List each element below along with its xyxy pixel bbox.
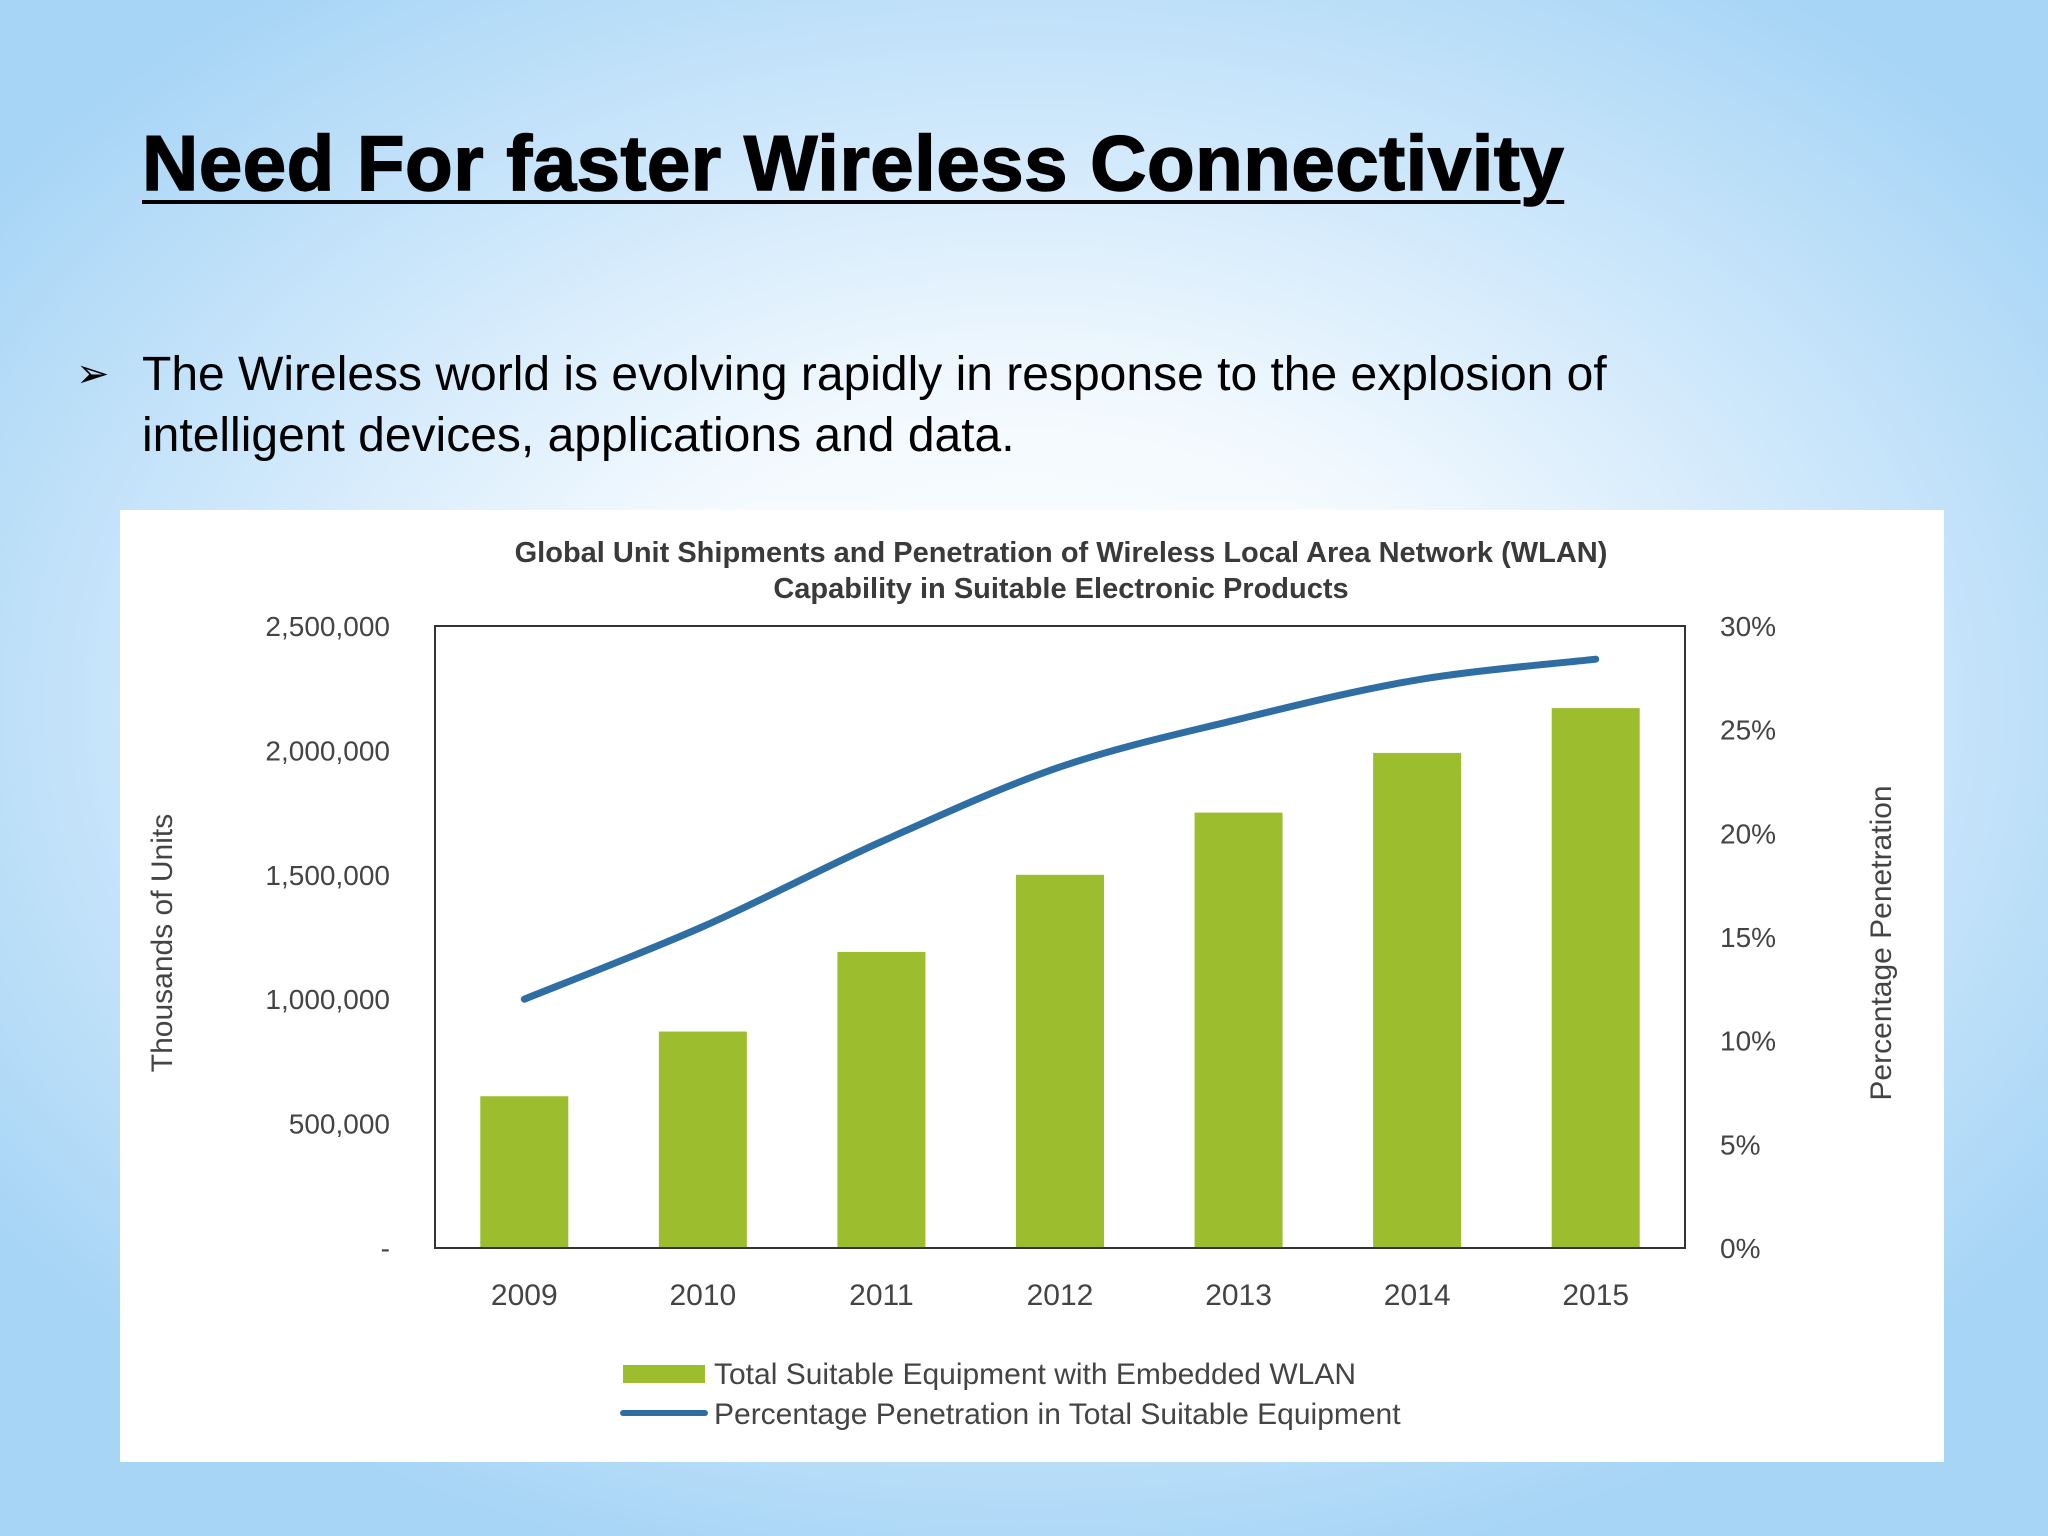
arrow-bullet-icon: ➢ xyxy=(76,352,110,396)
left-axis-title: Thousands of Units xyxy=(146,814,179,1072)
left-tick-label: - xyxy=(381,1233,390,1264)
bullet-text: The Wireless world is evolving rapidly i… xyxy=(142,348,1607,462)
left-tick-label: 2,500,000 xyxy=(265,611,390,642)
right-tick-label: 5% xyxy=(1720,1129,1760,1160)
right-axis-title: Percentage Penetration xyxy=(1865,785,1898,1100)
right-tick-label: 15% xyxy=(1720,922,1776,953)
bar-2010 xyxy=(658,1031,747,1248)
chart-panel: Global Unit Shipments and Penetration of… xyxy=(120,510,1944,1462)
right-tick-label: 30% xyxy=(1720,611,1776,642)
legend-bar-swatch xyxy=(623,1365,705,1383)
right-tick-label: 25% xyxy=(1720,715,1776,746)
left-tick-label: 1,000,000 xyxy=(265,984,390,1015)
right-tick-label: 10% xyxy=(1720,1026,1776,1057)
wlan-chart: Global Unit Shipments and Penetration of… xyxy=(146,537,1898,1431)
right-tick-label: 20% xyxy=(1720,818,1776,849)
bar-2013 xyxy=(1194,812,1283,1248)
left-tick-label: 2,000,000 xyxy=(265,735,390,766)
bar-2015 xyxy=(1551,708,1640,1248)
x-tick-label: 2010 xyxy=(669,1279,736,1312)
x-tick-label: 2014 xyxy=(1384,1279,1451,1312)
bar-2009 xyxy=(480,1096,569,1248)
bar-2014 xyxy=(1373,752,1462,1248)
x-tick-label: 2013 xyxy=(1205,1279,1272,1312)
x-tick-label: 2012 xyxy=(1027,1279,1094,1312)
legend-bar-label: Total Suitable Equipment with Embedded W… xyxy=(714,1358,1356,1391)
right-tick-label: 0% xyxy=(1720,1233,1760,1264)
slide-title: Need For faster Wireless Connectivity xyxy=(141,118,1565,208)
bar-2011 xyxy=(837,951,926,1248)
x-tick-label: 2009 xyxy=(491,1279,558,1312)
left-tick-label: 500,000 xyxy=(289,1109,390,1140)
plot-frame xyxy=(434,625,1686,1249)
bar-2012 xyxy=(1016,874,1104,1248)
penetration-line xyxy=(520,655,1600,1003)
chart-subtitle: Capability in Suitable Electronic Produc… xyxy=(773,573,1348,605)
chart-title: Global Unit Shipments and Penetration of… xyxy=(515,537,1608,569)
x-tick-label: 2011 xyxy=(849,1279,914,1312)
x-tick-label: 2015 xyxy=(1562,1279,1629,1312)
left-tick-label: 1,500,000 xyxy=(265,860,390,891)
legend-line-label: Percentage Penetration in Total Suitable… xyxy=(714,1398,1401,1431)
bullet-point: ➢ The Wireless world is evolving rapidly… xyxy=(76,344,1716,466)
